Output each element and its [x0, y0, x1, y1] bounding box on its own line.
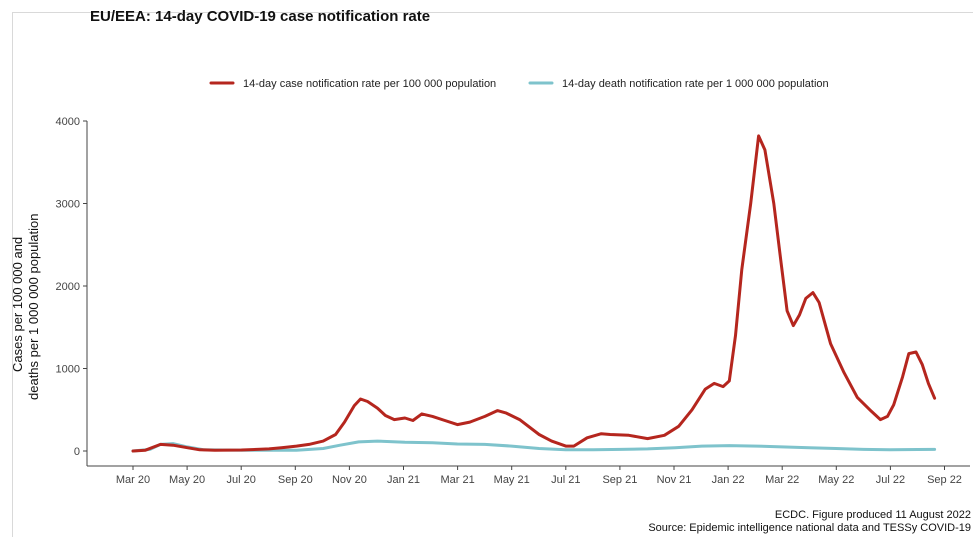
x-tick-label: Mar 21 [440, 474, 474, 486]
x-tick-label: Jan 21 [387, 474, 420, 486]
y-axis-title-line2: deaths per 1 000 000 population [26, 213, 41, 401]
y-tick-label: 4000 [56, 116, 80, 128]
legend-death-label: 14-day death notification rate per 1 000… [562, 78, 829, 90]
x-tick-label: Mar 20 [116, 474, 150, 486]
y-tick-label: 0 [74, 446, 80, 458]
y-axis-title-line1: Cases per 100 000 and [10, 236, 25, 372]
x-tick-label: Nov 20 [332, 474, 367, 486]
legend: 14-day case notification rate per 100 00… [209, 78, 829, 90]
x-tick-label: Sep 20 [278, 474, 313, 486]
x-tick-label: Jan 22 [712, 474, 745, 486]
x-tick-label: Jul 20 [227, 474, 256, 486]
x-tick-label: Sep 21 [602, 474, 637, 486]
y-tick-label: 1000 [56, 364, 80, 376]
figure-credit: ECDC. Figure produced 11 August 2022 [774, 509, 971, 521]
figure-source: Source: Epidemic intelligence national d… [648, 522, 971, 534]
x-tick-label: Mar 22 [765, 474, 799, 486]
x-tick-label: Jul 22 [876, 474, 905, 486]
legend-case-label: 14-day case notification rate per 100 00… [243, 78, 496, 90]
series-lines [131, 134, 937, 453]
x-tick-label: Sep 22 [927, 474, 962, 486]
x-tick-label: Nov 21 [657, 474, 692, 486]
x-tick-label: May 21 [494, 474, 530, 486]
y-axis: 0 1000 2000 3000 4000 [56, 116, 88, 466]
x-tick-label: May 20 [169, 474, 205, 486]
case-rate-line [131, 134, 937, 453]
chart-title: EU/EEA: 14-day COVID-19 case notificatio… [90, 8, 431, 25]
x-tick-label: May 22 [818, 474, 854, 486]
y-tick-label: 3000 [56, 199, 80, 211]
chart-frame [12, 12, 973, 537]
x-axis: Mar 20 May 20 Jul 20 Sep 20 Nov 20 Jan 21 Mar … [87, 465, 970, 486]
x-tick-label: Jul 21 [551, 474, 580, 486]
y-tick-label: 2000 [56, 281, 80, 293]
